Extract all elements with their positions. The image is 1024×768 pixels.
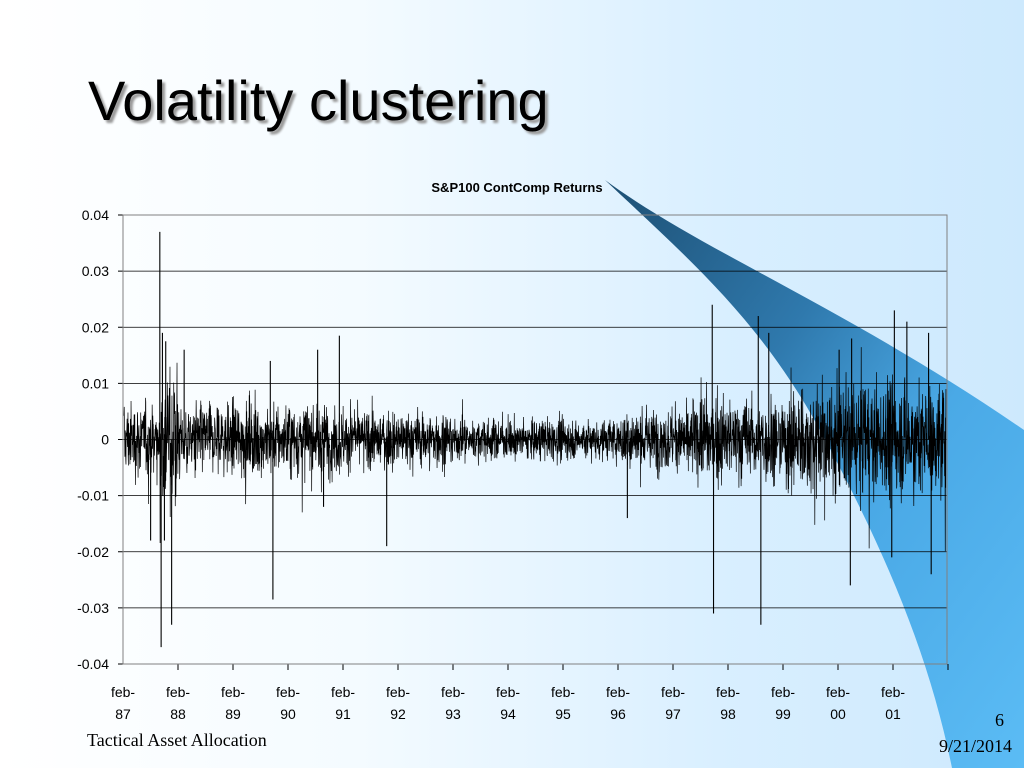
chart-title: S&P100 ContComp Returns bbox=[431, 180, 602, 195]
y-tick-label: -0.02 bbox=[77, 544, 109, 560]
x-tick-label: 95 bbox=[555, 706, 571, 722]
x-tick-label: feb- bbox=[551, 684, 575, 700]
x-tick-label: feb- bbox=[881, 684, 905, 700]
wedge-shape bbox=[605, 180, 1024, 768]
y-axis-ticks: 0.04 0.03 0.02 0.01 0 -0.01 -0.02 -0.03 -0.04 bbox=[77, 207, 123, 672]
y-tick-label: -0.01 bbox=[77, 488, 109, 504]
x-tick-label: feb- bbox=[826, 684, 850, 700]
x-tick-label: feb- bbox=[166, 684, 190, 700]
x-tick-label: feb- bbox=[331, 684, 355, 700]
x-tick-label: 93 bbox=[445, 706, 461, 722]
x-tick-label: 00 bbox=[830, 706, 846, 722]
footer-text: Tactical Asset Allocation bbox=[87, 730, 267, 750]
footer-date: 9/21/2014 bbox=[938, 736, 1012, 756]
x-tick-label: feb- bbox=[276, 684, 300, 700]
spike-lines bbox=[150, 231, 932, 648]
x-tick-label: 88 bbox=[170, 706, 186, 722]
plot-area-border bbox=[122, 214, 948, 665]
slide-title: Volatility clustering bbox=[88, 69, 549, 132]
x-tick-label: feb- bbox=[386, 684, 410, 700]
x-tick-label: feb- bbox=[221, 684, 245, 700]
x-tick-label: 98 bbox=[720, 706, 736, 722]
y-tick-label: -0.04 bbox=[77, 656, 109, 672]
x-tick-label: 01 bbox=[885, 706, 901, 722]
x-tick-label: 94 bbox=[500, 706, 516, 722]
x-tick-label: 99 bbox=[775, 706, 791, 722]
x-tick-label: feb- bbox=[496, 684, 520, 700]
x-tick-label: feb- bbox=[441, 684, 465, 700]
x-tick-label: 91 bbox=[335, 706, 351, 722]
page-number: 6 bbox=[995, 710, 1004, 730]
y-tick-label: 0.02 bbox=[82, 319, 109, 335]
x-tick-label: 90 bbox=[280, 706, 296, 722]
x-tick-label: 89 bbox=[225, 706, 241, 722]
x-tick-label: 97 bbox=[665, 706, 681, 722]
x-tick-label: feb- bbox=[661, 684, 685, 700]
x-tick-label: 96 bbox=[610, 706, 626, 722]
y-tick-label: 0.03 bbox=[82, 263, 109, 279]
y-tick-label: -0.03 bbox=[77, 600, 109, 616]
y-tick-label: 0.04 bbox=[82, 207, 109, 223]
x-tick-label: 92 bbox=[390, 706, 406, 722]
y-tick-label: 0 bbox=[101, 432, 109, 448]
series-line bbox=[123, 347, 947, 552]
x-axis-ticks: feb- 87 feb- 88 feb- 89 feb- 90 feb- 91 feb- 92 feb-… bbox=[111, 663, 949, 722]
x-tick-label: feb- bbox=[716, 684, 740, 700]
x-tick-label: feb- bbox=[771, 684, 795, 700]
y-tick-label: 0.01 bbox=[82, 375, 109, 391]
x-tick-label: 87 bbox=[115, 706, 131, 722]
x-tick-label: feb- bbox=[606, 684, 630, 700]
x-tick-label: feb- bbox=[111, 684, 135, 700]
